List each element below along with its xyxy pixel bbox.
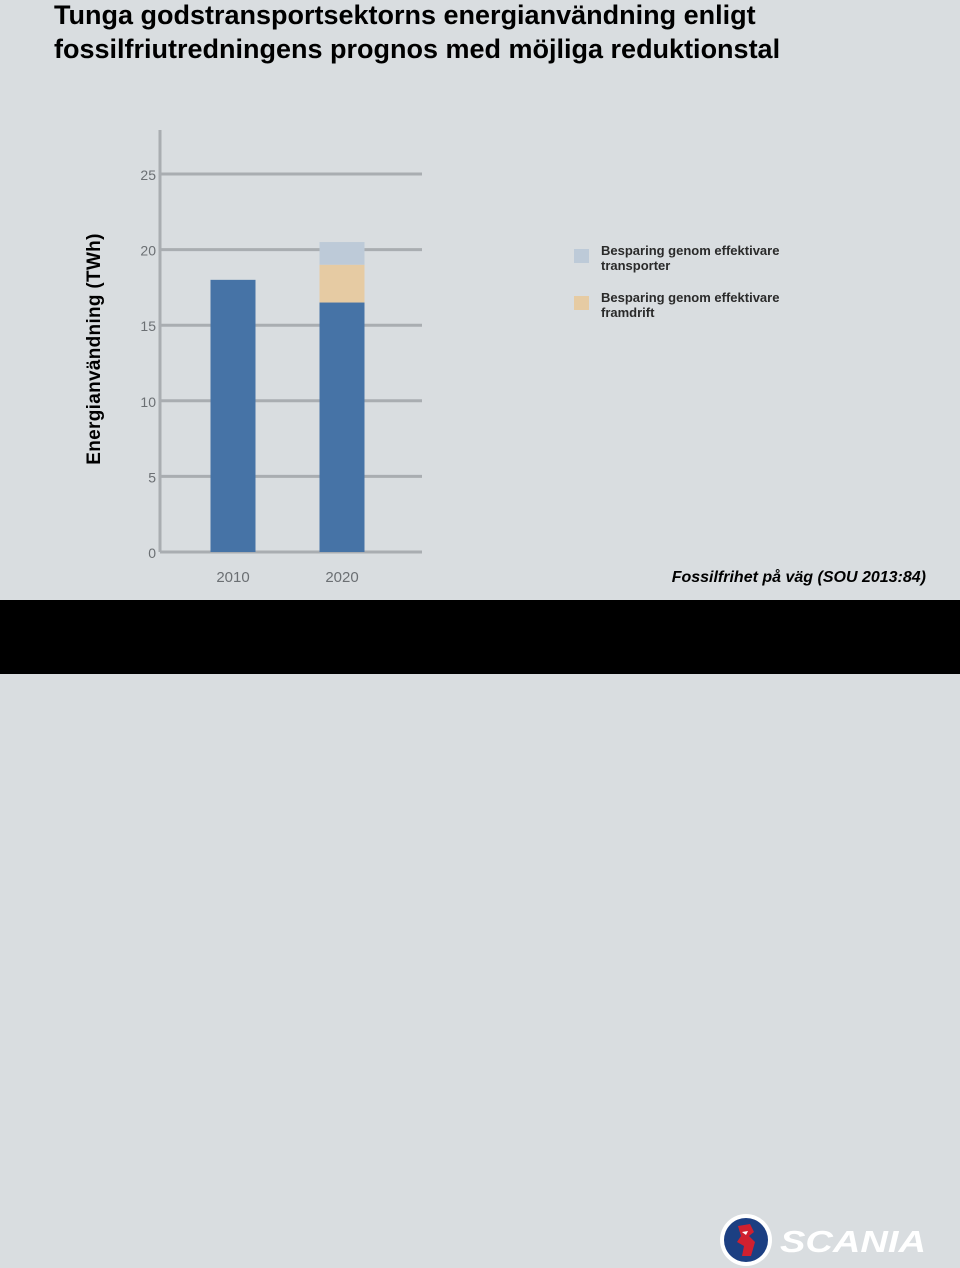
y-tick-label: 0 <box>148 545 156 561</box>
x-tick-label: 2010 <box>216 569 249 586</box>
bar-segment-2020-0 <box>319 302 365 552</box>
scania-logo: SCANIA <box>720 1214 926 1266</box>
y-tick-label: 25 <box>140 167 156 183</box>
y-tick-label: 5 <box>148 469 156 485</box>
source-citation: Fossilfrihet på väg (SOU 2013:84) <box>671 569 926 586</box>
footer-bar: SCANIA <box>0 600 960 1266</box>
bar-segment-2020-1 <box>319 264 365 303</box>
legend-label-transporter: Besparing genom effektivare transporter <box>601 243 780 273</box>
bar-chart: 0 5 10 15 20 25 2010 2020 <box>140 130 422 586</box>
slide: Tunga godstransportsektorns energianvänd… <box>0 0 960 600</box>
y-tick-label: 10 <box>140 394 156 410</box>
legend-label-framdrift: Besparing genom effektivare framdrift <box>601 290 780 320</box>
legend-swatch-transporter <box>574 249 589 263</box>
bar-segment-2010-0 <box>210 279 256 552</box>
legend-swatch-framdrift <box>574 296 589 310</box>
scania-wordmark: SCANIA <box>780 1224 926 1259</box>
x-tick-label: 2020 <box>325 569 358 586</box>
bar-segment-2020-2 <box>319 242 365 265</box>
y-tick-label: 20 <box>140 243 156 259</box>
chart-title: Tunga godstransportsektorns energianvänd… <box>54 0 781 64</box>
y-tick-label: 15 <box>140 318 156 334</box>
